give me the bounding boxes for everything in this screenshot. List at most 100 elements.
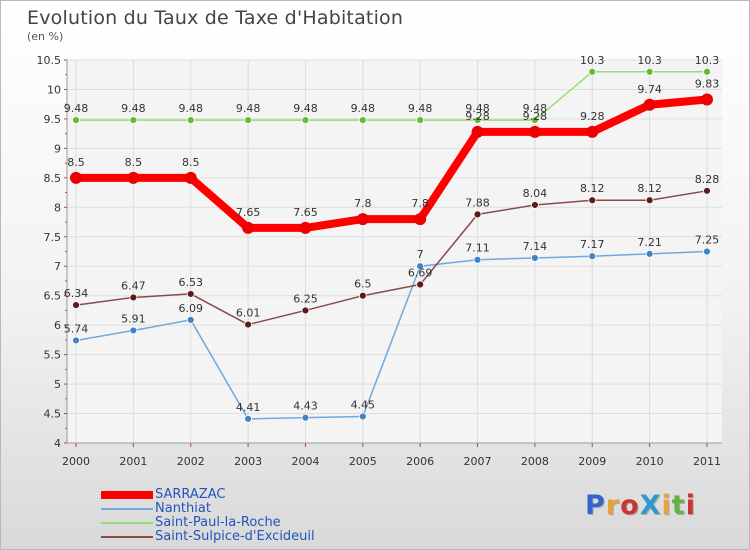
y-tick-label: 9 (54, 142, 61, 155)
data-label: 6.25 (293, 292, 318, 305)
x-tick-label: 2009 (578, 455, 606, 468)
data-point (586, 125, 599, 138)
data-label: 9.48 (64, 102, 89, 115)
data-point (531, 201, 539, 209)
data-point (299, 221, 312, 234)
data-point (70, 171, 82, 184)
data-label: 7.25 (695, 234, 720, 247)
data-point (358, 291, 367, 300)
data-point (473, 255, 482, 264)
data-point (588, 67, 597, 76)
data-label: 7.17 (580, 238, 605, 251)
logo-letter: t (671, 490, 686, 521)
data-label: 8.28 (695, 173, 720, 186)
data-label: 4.43 (293, 400, 318, 413)
y-tick-label: 4 (54, 437, 61, 450)
logo-letter: o (620, 490, 640, 521)
data-point (645, 67, 654, 76)
series-line-1 (75, 250, 708, 420)
data-label: 6.5 (354, 278, 372, 291)
data-point (358, 116, 367, 125)
data-label: 7.8 (354, 197, 372, 210)
series-line-2 (75, 71, 708, 121)
x-tick-label: 2010 (636, 455, 664, 468)
data-label: 6.53 (178, 276, 203, 289)
data-point (127, 171, 140, 184)
data-point (416, 116, 425, 125)
data-point (72, 336, 80, 345)
data-point (414, 213, 427, 226)
data-point (301, 116, 310, 125)
data-label: 7.14 (523, 240, 548, 253)
legend-swatch (101, 491, 153, 499)
data-label: 8.12 (637, 182, 662, 195)
proxiti-logo: ProXiti (585, 490, 696, 521)
data-point (473, 116, 482, 125)
data-point (531, 254, 539, 262)
data-label: 8.5 (182, 156, 200, 169)
x-tick-label: 2001 (119, 455, 147, 468)
data-label: 7 (417, 248, 424, 261)
data-label: 8.5 (67, 156, 85, 169)
data-label: 9.83 (695, 77, 720, 90)
unit-label: (en %) (27, 30, 64, 43)
data-label: 4.41 (236, 401, 261, 414)
data-label: 10.3 (637, 54, 662, 67)
data-point (358, 412, 367, 421)
data-label: 9.48 (351, 102, 376, 115)
data-label: 7.65 (293, 206, 318, 219)
data-label: 6.47 (121, 279, 146, 292)
data-point (645, 249, 654, 258)
data-point (301, 306, 310, 315)
data-point (242, 221, 255, 234)
data-label: 9.74 (637, 83, 662, 96)
y-tick-label: 10.5 (37, 54, 62, 67)
data-label: 8.04 (523, 187, 548, 200)
data-point (643, 98, 656, 111)
data-label: 9.28 (580, 110, 605, 123)
data-point (528, 125, 541, 138)
data-label: 7.8 (411, 197, 429, 210)
data-label: 9.48 (465, 102, 490, 115)
data-point (186, 315, 195, 324)
data-point (356, 213, 369, 226)
data-label: 6.69 (408, 266, 433, 279)
data-label: 10.3 (580, 54, 605, 67)
data-point (416, 280, 425, 289)
y-tick-label: 8 (54, 201, 61, 214)
x-tick-label: 2004 (291, 455, 319, 468)
data-point (72, 116, 80, 125)
series-line-3 (75, 190, 708, 326)
logo-letter: P (585, 490, 606, 521)
y-tick-label: 10 (47, 83, 61, 96)
data-point (244, 320, 252, 329)
data-point (471, 125, 484, 138)
legend-label: Saint-Sulpice-d'Excideuil (155, 529, 315, 544)
logo-letter: X (639, 490, 662, 521)
data-point (186, 116, 195, 125)
logo-letter: r (605, 490, 621, 521)
x-tick-label: 2006 (406, 455, 434, 468)
data-label: 7.65 (236, 206, 261, 219)
data-label: 6.09 (178, 302, 203, 315)
data-point (129, 293, 138, 302)
series-line-0 (72, 95, 711, 232)
data-label: 9.28 (465, 110, 490, 123)
y-tick-label: 5 (54, 378, 61, 391)
y-tick-label: 6.5 (44, 290, 62, 303)
data-label: 8.12 (580, 182, 605, 195)
data-label: 6.01 (236, 307, 261, 320)
data-label: 9.28 (523, 110, 548, 123)
data-point (703, 247, 711, 256)
x-tick-label: 2000 (62, 455, 90, 468)
legend-swatch (101, 508, 153, 510)
data-point (703, 67, 711, 76)
data-label: 9.48 (523, 102, 548, 115)
data-point (186, 290, 195, 298)
data-point (301, 413, 310, 422)
data-label: 8.5 (125, 156, 143, 169)
data-label: 9.48 (121, 102, 146, 115)
x-tick-label: 2002 (177, 455, 205, 468)
